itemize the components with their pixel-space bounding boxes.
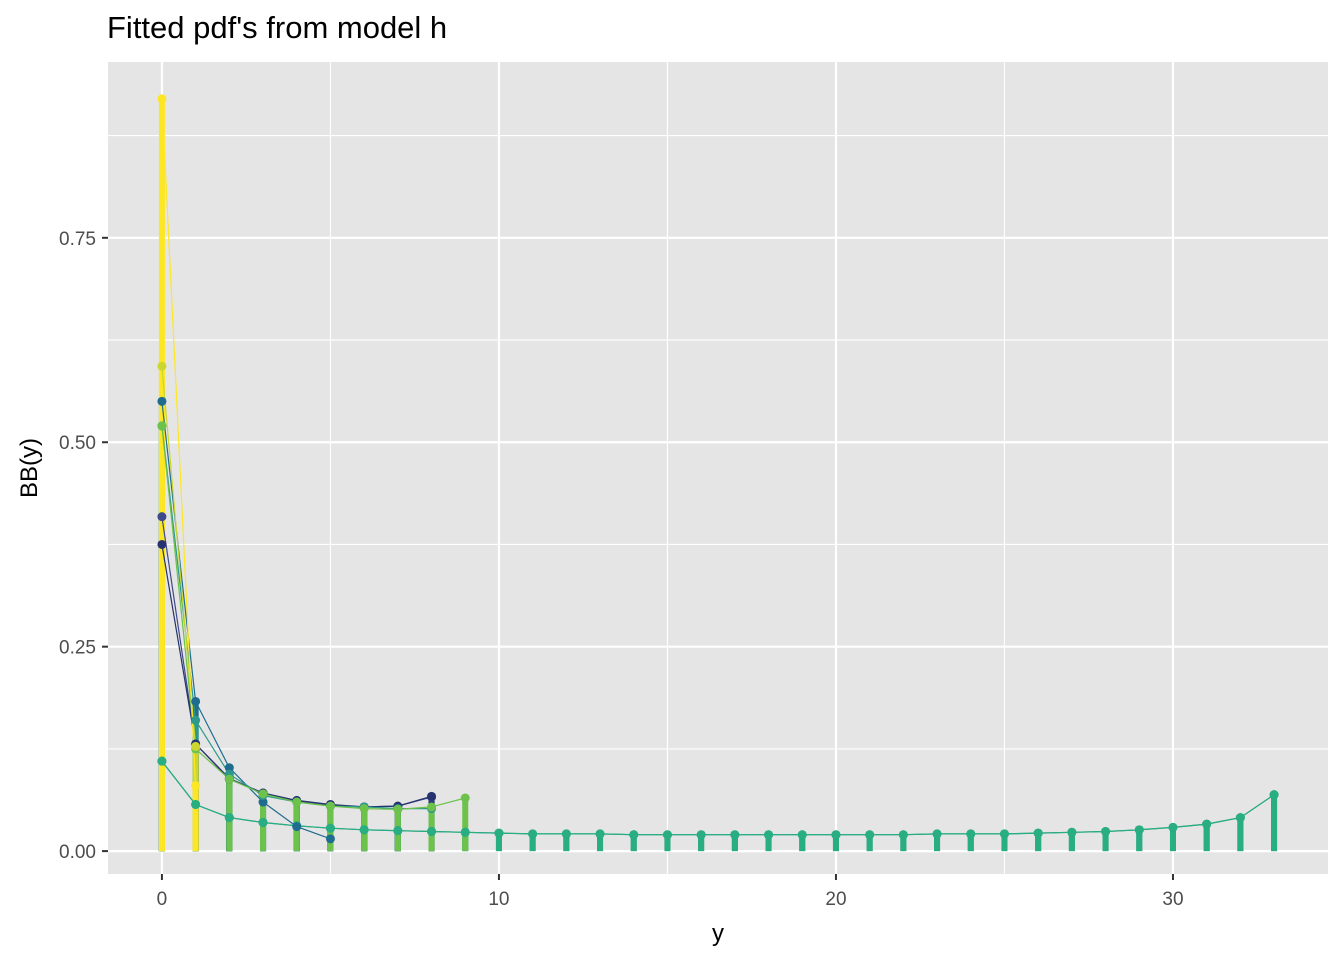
- x-tick-label: 0: [157, 889, 168, 910]
- data-point: [393, 804, 403, 814]
- x-axis-title: y: [712, 920, 724, 947]
- data-point: [662, 830, 672, 840]
- data-point: [258, 797, 268, 807]
- data-point: [528, 829, 538, 839]
- data-point: [999, 829, 1009, 839]
- data-point: [696, 830, 706, 840]
- chart-title: Fitted pdf's from model h: [107, 10, 448, 45]
- data-point: [427, 826, 437, 836]
- data-point: [157, 396, 167, 406]
- data-point: [1168, 822, 1178, 832]
- y-tick-label: 0.75: [59, 229, 96, 250]
- data-point: [157, 756, 167, 766]
- data-point: [359, 825, 369, 835]
- data-point: [1067, 827, 1077, 837]
- data-point: [1269, 790, 1279, 800]
- data-point: [797, 830, 807, 840]
- series-line: [161, 425, 466, 811]
- data-point: [157, 539, 167, 549]
- data-point: [966, 829, 976, 839]
- data-point: [595, 829, 605, 839]
- minor-gridlines: [108, 62, 1328, 874]
- plot-panel: [108, 62, 1328, 874]
- data-point: [224, 774, 234, 784]
- data-point: [292, 797, 302, 807]
- data-point: [730, 830, 740, 840]
- data-point: [191, 781, 201, 791]
- data-point: [831, 830, 841, 840]
- data-point: [292, 822, 302, 832]
- data-point: [393, 826, 403, 836]
- data-point: [865, 830, 875, 840]
- data-point: [224, 813, 234, 823]
- x-tick-label: 10: [488, 889, 509, 910]
- y-tick-label: 0.00: [59, 842, 96, 863]
- axes: 0 10 20 30 0.00 0.25 0.50 0.75: [59, 229, 1184, 910]
- data-point: [258, 789, 268, 799]
- data-point: [157, 421, 167, 431]
- data-point: [1202, 819, 1212, 829]
- data-point: [325, 823, 335, 833]
- data-point: [157, 94, 167, 104]
- data-point: [764, 830, 774, 840]
- data-point: [1134, 825, 1144, 835]
- series-points: [157, 94, 1279, 844]
- data-point: [191, 741, 201, 751]
- data-point: [932, 829, 942, 839]
- data-point: [561, 829, 571, 839]
- data-point: [258, 817, 268, 827]
- data-point: [629, 830, 639, 840]
- data-point: [460, 793, 470, 803]
- data-point: [1033, 828, 1043, 838]
- y-tick-label: 0.50: [59, 433, 96, 454]
- data-point: [427, 802, 437, 812]
- data-point: [325, 801, 335, 811]
- data-point: [494, 828, 504, 838]
- series-line: [161, 760, 1275, 836]
- data-point: [898, 830, 908, 840]
- series-line: [161, 98, 197, 786]
- data-point: [191, 799, 201, 809]
- data-point: [1101, 826, 1111, 836]
- y-tick-label: 0.25: [59, 638, 96, 659]
- data-point: [157, 512, 167, 522]
- data-point: [157, 361, 167, 371]
- data-point: [191, 696, 201, 706]
- y-axis-title: BB(y): [16, 438, 43, 498]
- x-tick-label: 30: [1162, 889, 1183, 910]
- data-point: [191, 715, 201, 725]
- data-point: [359, 804, 369, 814]
- x-tick-label: 20: [825, 889, 846, 910]
- data-point: [460, 827, 470, 837]
- data-point: [224, 763, 234, 773]
- data-point: [1235, 813, 1245, 823]
- data-point: [325, 834, 335, 844]
- data-point: [427, 791, 437, 801]
